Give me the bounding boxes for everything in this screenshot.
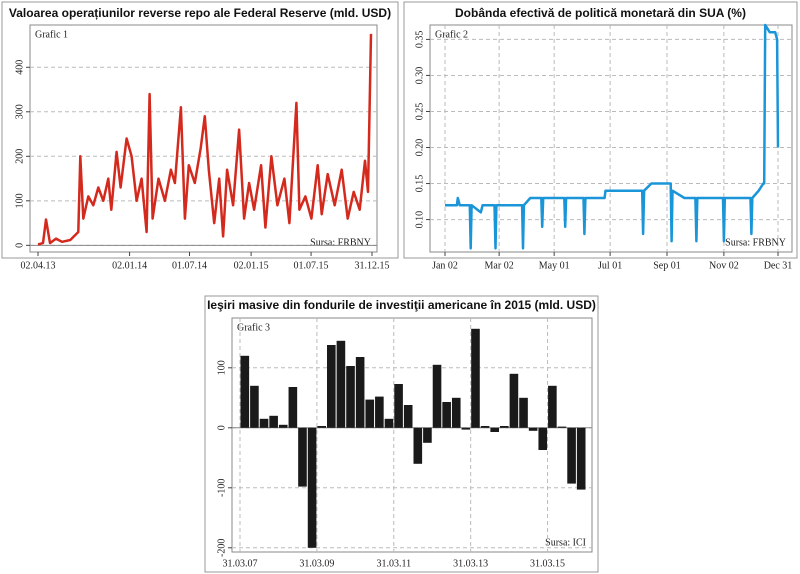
chart-title: Ieşiri masive din fondurile de investiţi… [207, 298, 596, 312]
bar [384, 418, 394, 428]
x-tick-label: 02.04.13 [21, 260, 56, 271]
x-tick-label: Mar 02 [485, 260, 514, 271]
bar [288, 387, 298, 428]
x-tick-label: 31.03.09 [299, 558, 334, 569]
bar [480, 426, 490, 428]
chart-label: Grafic 2 [435, 29, 468, 40]
bar [490, 427, 499, 432]
bar [413, 427, 423, 464]
x-tick-label: 31.03.11 [376, 558, 411, 569]
bar [375, 396, 384, 428]
bar [298, 427, 307, 487]
y-tick-label: 0.10 [414, 211, 425, 229]
bar [250, 385, 259, 428]
bar [451, 397, 461, 428]
bar [576, 427, 586, 490]
source-note: Sursa: FRBNY [725, 237, 786, 248]
x-tick-label: 01.07.15 [294, 260, 329, 271]
bar [259, 418, 269, 428]
source-note: Sursa: FRBNY [310, 237, 371, 248]
y-tick-label: -200 [216, 539, 227, 557]
bar [461, 427, 471, 430]
chart-frame [204, 295, 599, 573]
bar [423, 427, 432, 443]
y-tick-label: -100 [216, 479, 227, 497]
y-tick-label: 0.15 [414, 175, 425, 193]
y-tick-label: 0.30 [414, 67, 425, 85]
y-tick-label: 100 [14, 193, 25, 208]
bar [538, 427, 548, 450]
bar [403, 405, 413, 428]
y-tick-label: 0.25 [414, 103, 425, 121]
bar [355, 357, 365, 428]
x-tick-label: 02.01.15 [234, 260, 269, 271]
bar [509, 373, 519, 428]
plot-area [231, 317, 593, 553]
bar [519, 397, 528, 428]
bar [278, 424, 288, 428]
bar [240, 355, 250, 428]
chart-frame [1, 1, 399, 259]
source-note: Sursa: ICI [545, 537, 586, 548]
x-tick-label: 31.03.07 [223, 558, 258, 569]
bar [394, 384, 403, 428]
x-tick-label: Jul 01 [598, 260, 622, 271]
bar [327, 345, 336, 428]
bar [317, 426, 326, 428]
bar [442, 402, 451, 428]
chart-title: Dobânda efectivă de politică monetară di… [455, 6, 746, 20]
bar [500, 426, 509, 428]
y-tick-label: 400 [14, 60, 25, 75]
plot-area [29, 24, 378, 253]
x-tick-label: 31.03.15 [530, 558, 565, 569]
chart-label: Grafic 1 [35, 29, 68, 40]
bar [567, 427, 576, 484]
bar [432, 364, 442, 428]
chart-label: Grafic 3 [237, 322, 270, 333]
plot-area [429, 24, 793, 253]
bar [346, 366, 355, 428]
x-tick-label: 02.01.14 [112, 260, 147, 271]
x-tick-label: Nov 02 [709, 260, 739, 271]
y-tick-label: 300 [14, 104, 25, 119]
x-tick-label: May 01 [539, 260, 570, 271]
bar [365, 399, 375, 428]
bar [471, 328, 480, 428]
x-tick-label: 31.12.15 [355, 260, 390, 271]
bar [548, 385, 557, 428]
bar [269, 415, 278, 428]
data-line [37, 33, 373, 246]
bar [336, 340, 346, 428]
x-tick-label: Dec 31 [764, 260, 793, 271]
data-line [445, 23, 780, 250]
y-tick-label: 0 [216, 425, 227, 430]
y-tick-label: 0.35 [414, 31, 425, 49]
x-tick-label: 01.07.14 [172, 260, 207, 271]
x-tick-label: Sep 01 [653, 260, 681, 271]
y-tick-label: 100 [216, 360, 227, 375]
x-tick-label: 31.03.13 [453, 558, 488, 569]
chart-title: Valoarea operațiunilor reverse repo ale … [9, 6, 391, 20]
y-tick-label: 0 [14, 243, 25, 248]
x-tick-label: Jan 02 [432, 260, 458, 271]
bar [557, 426, 567, 428]
y-tick-label: 0.20 [414, 139, 425, 157]
bar [307, 427, 317, 548]
bar [528, 427, 538, 431]
y-tick-label: 200 [14, 149, 25, 164]
